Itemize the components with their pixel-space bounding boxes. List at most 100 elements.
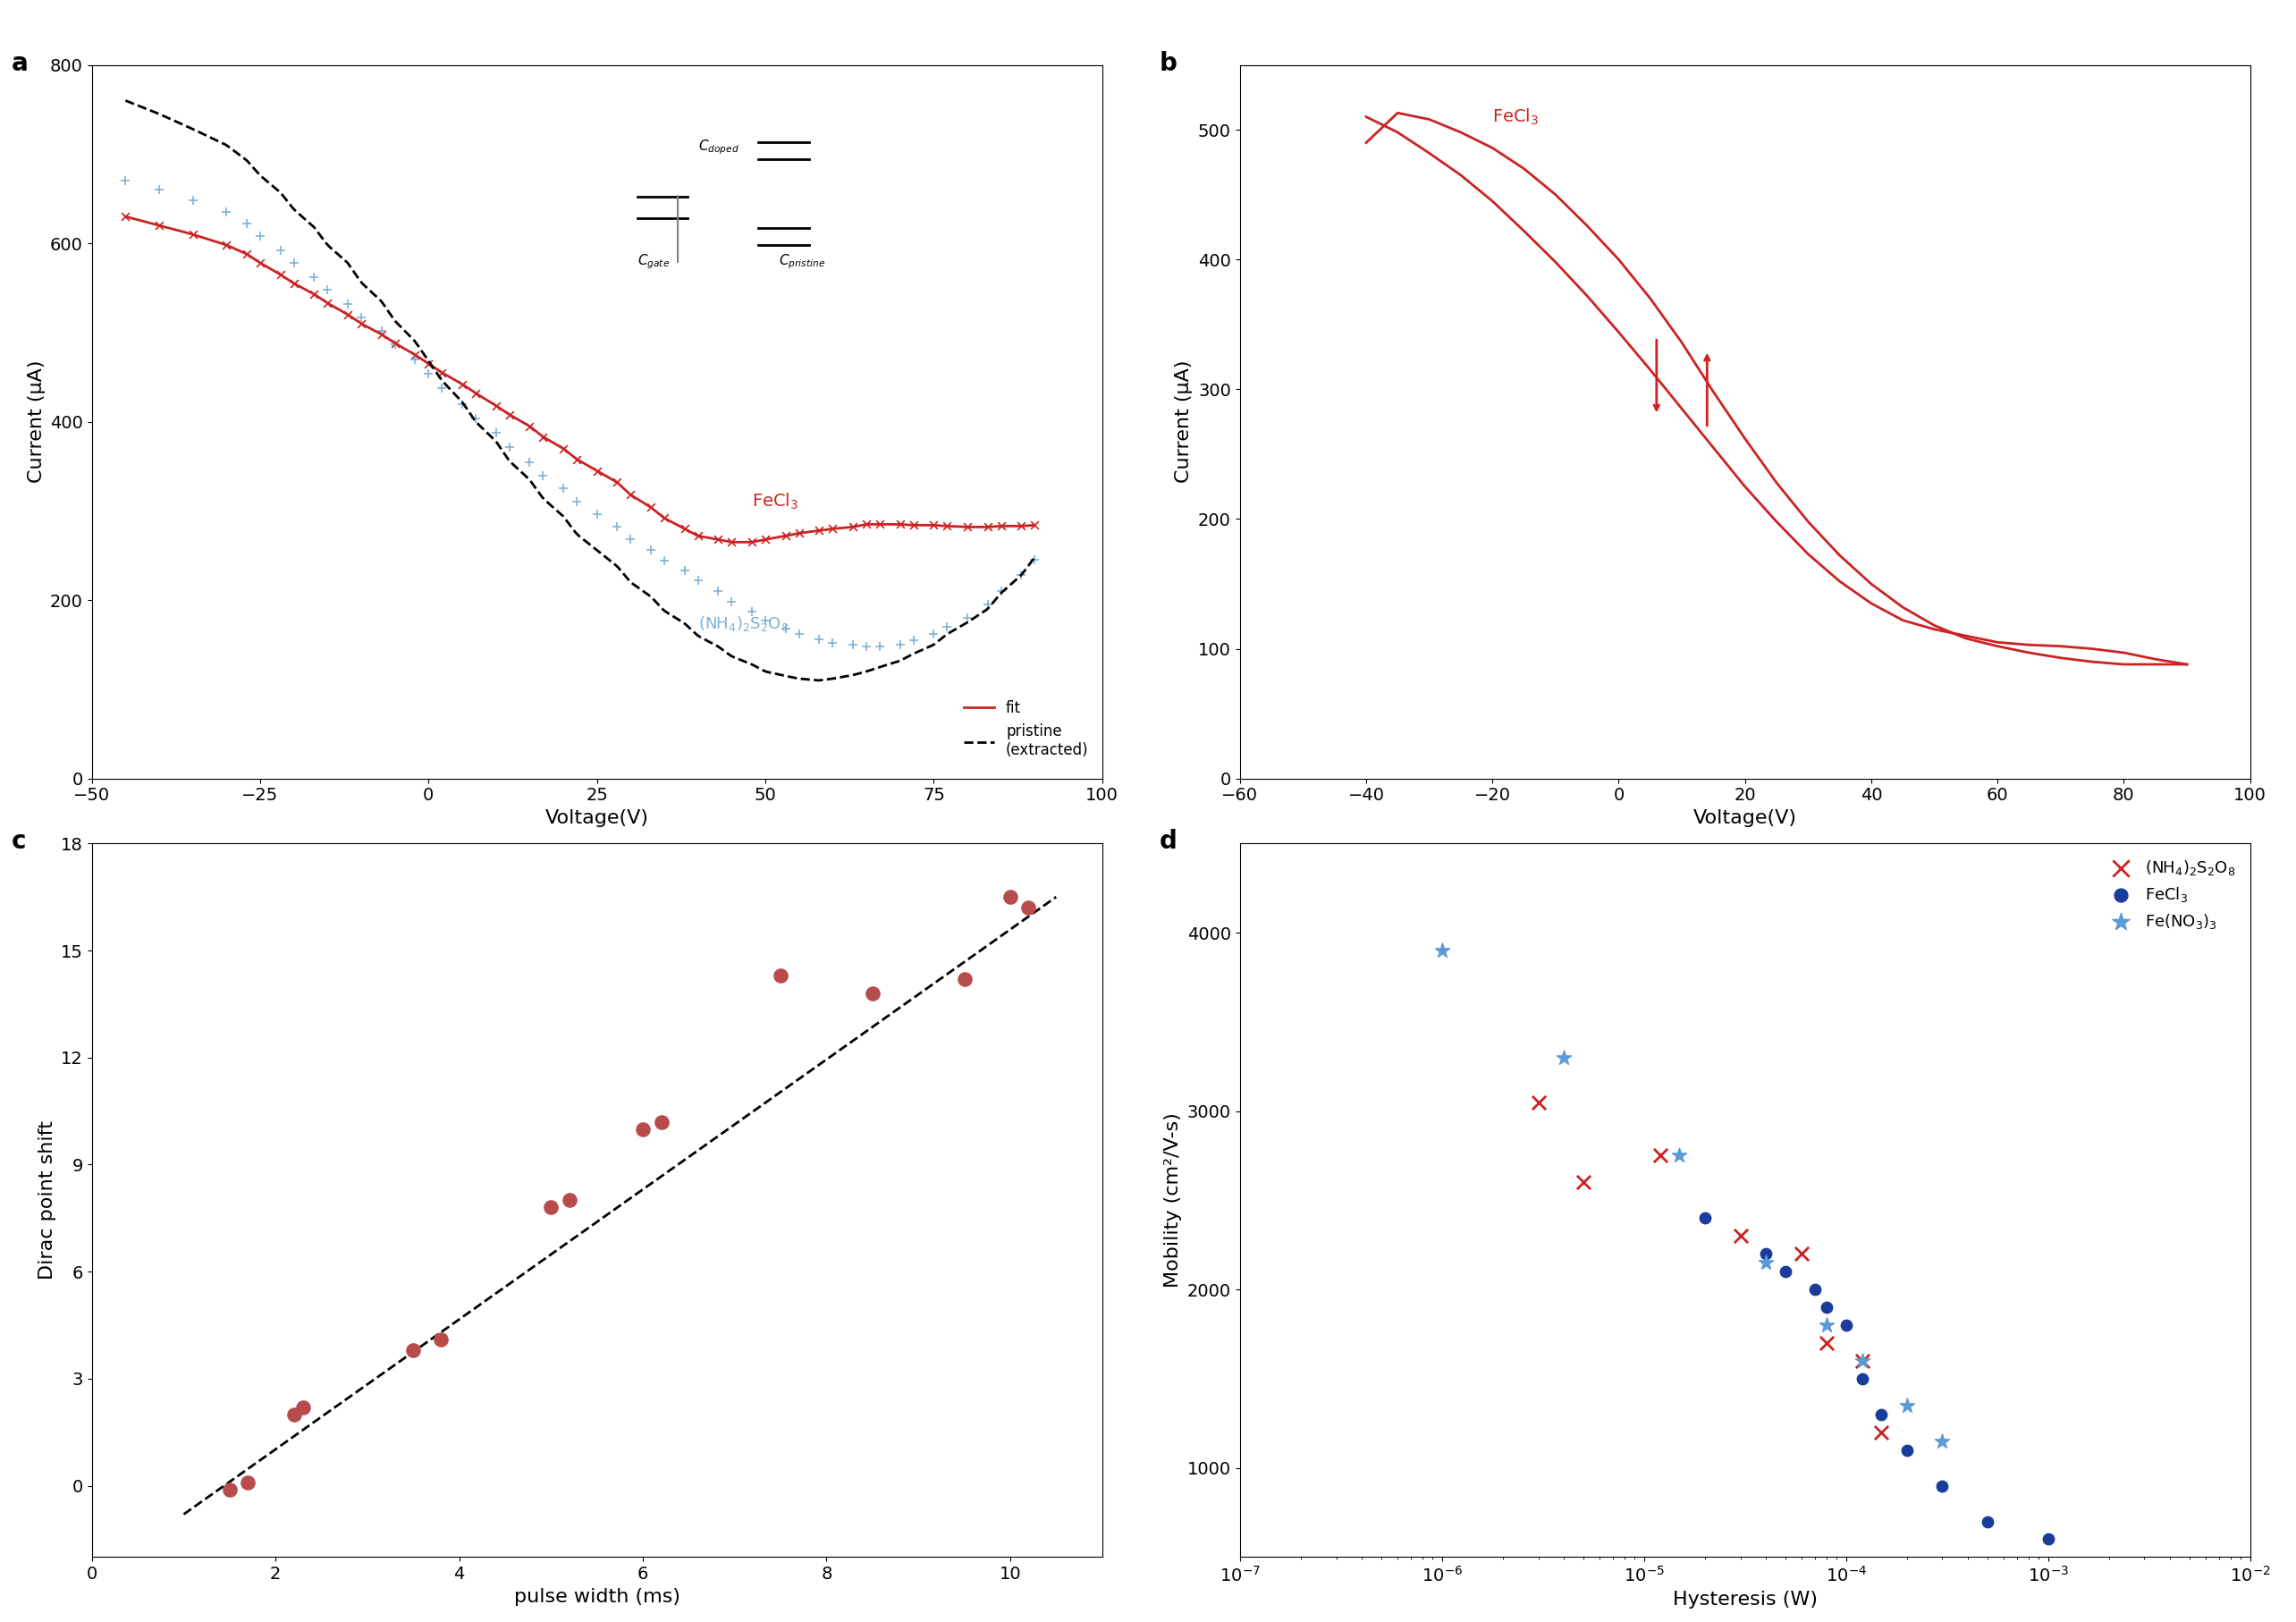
Point [310,277,347,303]
Point [443,371,480,397]
Point [491,433,528,459]
FeCl$_3$ [1887,1437,1924,1463]
Point [328,290,365,316]
FeCl$_3$ [1844,1366,1880,1392]
Fe(NO$_3$)$_3$ [1887,1392,1924,1418]
Point [443,391,480,417]
Point [732,529,769,555]
Point [457,406,494,431]
fit [113,208,140,227]
Point [882,631,918,659]
Text: $C_{pristine}$: $C_{pristine}$ [778,253,827,271]
Point [211,1476,248,1502]
X-axis label: Hysteresis (W): Hysteresis (W) [1671,1590,1818,1609]
Y-axis label: Current (μA): Current (μA) [1176,360,1194,483]
Point [209,200,246,225]
Point [948,605,985,631]
Point [599,469,636,495]
Fe(NO$_3$)$_3$ [1747,1249,1784,1275]
Point [645,504,682,530]
Point [861,511,898,537]
Point [1017,513,1054,539]
pristine
(extracted) [668,611,696,631]
Point [948,514,985,540]
Point [457,380,494,406]
fit [668,517,696,537]
Point [579,501,615,527]
Point [714,589,751,615]
Point [643,1109,680,1135]
Point [815,516,852,542]
(NH$_4$)$_2$S$_2$O$_8$ [1862,1419,1899,1445]
Point [544,435,581,461]
Point [746,608,783,634]
Line: pristine
(extracted): pristine (extracted) [126,101,1035,680]
Point [916,621,953,647]
FeCl$_3$ [1747,1241,1784,1267]
(NH$_4$)$_2$S$_2$O$_8$ [1844,1348,1880,1374]
Point [512,414,549,440]
Point [680,522,716,548]
Point [544,475,581,501]
(NH$_4$)$_2$S$_2$O$_8$ [1722,1223,1759,1249]
Point [262,237,298,263]
Point [276,250,312,276]
Point [613,482,650,508]
Point [425,360,461,386]
Point [411,350,448,376]
Point [781,621,817,647]
Point [174,188,211,214]
Point [700,527,737,553]
pristine
(extracted) [650,600,677,620]
Point [833,631,870,659]
pristine
(extracted) [939,621,967,641]
Point [983,577,1019,603]
FeCl$_3$ [1862,1401,1899,1427]
Fe(NO$_3$)$_3$ [1844,1348,1880,1374]
Point [714,529,751,555]
pristine
(extracted) [115,92,142,112]
Point [700,577,737,603]
Text: a: a [11,50,28,76]
pristine
(extracted) [882,652,909,672]
FeCl$_3$ [1768,1259,1805,1285]
Point [983,513,1019,539]
FeCl$_3$ [1924,1473,1961,1499]
Point [992,884,1029,910]
Point [847,511,884,537]
Point [1003,513,1040,539]
Point [363,318,400,344]
Point [230,1470,266,1495]
fit [721,532,748,551]
(NH$_4$)$_2$S$_2$O$_8$ [1642,1144,1678,1169]
Y-axis label: Mobility (cm²/V-s): Mobility (cm²/V-s) [1164,1113,1182,1288]
FeCl$_3$ [2030,1526,2066,1552]
fit [652,509,680,529]
(NH$_4$)$_2$S$_2$O$_8$ [1520,1090,1557,1116]
Point [512,449,549,475]
fit [939,516,967,535]
Point [558,446,595,472]
Point [478,420,514,446]
Point [895,628,932,654]
fit [1022,516,1049,535]
Point [767,616,804,642]
Point [377,331,413,357]
Point [801,517,838,543]
Point [558,490,595,516]
Point [310,290,347,316]
Point [767,522,804,548]
Line: fit: fit [126,217,1035,542]
Fe(NO$_3$)$_3$ [1545,1045,1582,1071]
pristine
(extracted) [113,91,140,110]
Point [411,360,448,386]
pristine
(extracted) [806,670,833,689]
Point [478,393,514,418]
Point [533,1194,569,1220]
FeCl$_3$ [1970,1508,2007,1534]
Point [328,302,365,328]
Fe(NO$_3$)$_3$ [1424,938,1460,963]
Point [526,462,563,488]
Point [296,281,333,307]
(NH$_4$)$_2$S$_2$O$_8$ [1807,1330,1844,1356]
